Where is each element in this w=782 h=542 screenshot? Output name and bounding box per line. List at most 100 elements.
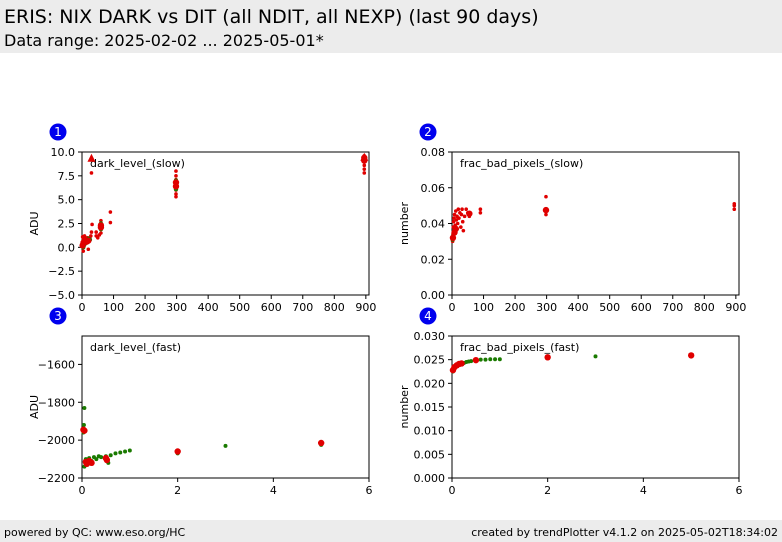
y-tick-label: 5.0	[58, 194, 76, 207]
data-point	[469, 359, 474, 364]
data-point	[362, 167, 367, 171]
data-point	[97, 222, 105, 229]
x-tick-label: 4	[270, 484, 277, 497]
data-point	[108, 453, 113, 458]
data-point	[493, 357, 498, 362]
data-point	[94, 457, 99, 462]
data-point	[81, 427, 88, 434]
page-title: ERIS: NIX DARK vs DIT (all NDIT, all NEX…	[4, 6, 539, 28]
data-point	[99, 455, 104, 460]
data-point	[89, 230, 94, 234]
y-tick-label: −5.0	[48, 289, 75, 302]
data-point	[362, 171, 367, 175]
data-point	[460, 207, 464, 211]
x-tick-label: 0	[79, 301, 86, 314]
data-point	[81, 249, 86, 253]
data-point	[451, 219, 456, 224]
badge-number: 4	[424, 309, 432, 323]
data-point	[544, 212, 548, 217]
data-point	[89, 171, 94, 175]
data-point	[454, 218, 459, 222]
x-tick-label: 600	[631, 301, 652, 314]
badge-number: 2	[424, 125, 432, 139]
data-point	[449, 234, 457, 241]
x-tick-label: 400	[568, 301, 589, 314]
data-series	[450, 194, 737, 244]
data-point	[103, 456, 111, 464]
y-tick-label: 2.5	[58, 218, 76, 231]
y-tick-label: 0.015	[414, 401, 446, 414]
data-point	[488, 357, 493, 362]
x-tick-label: 100	[473, 301, 494, 314]
report-header: ERIS: NIX DARK vs DIT (all NDIT, all NEX…	[0, 0, 782, 53]
data-point	[86, 247, 91, 252]
x-tick-label: 300	[536, 301, 557, 314]
x-tick-label: 700	[662, 301, 683, 314]
data-point	[317, 439, 325, 447]
x-tick-label: 500	[229, 301, 250, 314]
badge-number: 1	[54, 125, 62, 139]
axes-frame	[81, 151, 370, 296]
x-tick-label: 2	[544, 484, 551, 497]
data-range-subtitle: Data range: 2025-02-02 ... 2025-05-01*	[4, 31, 324, 50]
y-tick-label: 0.025	[414, 354, 446, 367]
x-tick-label: 600	[261, 301, 282, 314]
y-axis-label: number	[398, 385, 411, 428]
data-point	[544, 194, 548, 199]
data-point	[108, 210, 113, 214]
data-point	[82, 405, 87, 410]
y-tick-label: 0.02	[421, 253, 446, 266]
y-tick-label: 10.0	[51, 146, 76, 159]
data-point	[88, 459, 95, 467]
data-point	[94, 230, 98, 234]
plot-title: dark_level_(slow)	[90, 157, 185, 170]
data-point	[174, 169, 178, 173]
badge-circle	[419, 123, 437, 141]
panel-number-badge: 1	[49, 123, 67, 141]
data-point	[174, 174, 178, 178]
x-tick-label: 500	[599, 301, 620, 314]
x-tick-label: 200	[135, 301, 156, 314]
data-point	[459, 212, 464, 217]
x-tick-label: 2	[174, 484, 181, 497]
data-point	[478, 210, 483, 215]
data-point	[174, 195, 178, 199]
data-point	[497, 357, 502, 362]
plot-title: frac_bad_pixels_(fast)	[460, 341, 579, 354]
y-tick-label: 0.030	[414, 330, 446, 343]
data-point	[223, 443, 228, 448]
data-point	[462, 214, 467, 219]
report-footer: powered by QC: www.eso.org/HC created by…	[0, 520, 782, 542]
y-tick-label: −2.5	[48, 265, 75, 278]
data-point	[455, 221, 460, 226]
data-point	[95, 236, 100, 240]
data-point	[108, 220, 113, 225]
panel-number-badge: 2	[419, 123, 437, 141]
data-point	[457, 216, 461, 220]
footer-powered-by[interactable]: powered by QC: www.eso.org/HC	[4, 526, 186, 539]
x-tick-label: 4	[640, 484, 647, 497]
data-point	[458, 360, 465, 367]
x-tick-label: 400	[198, 301, 219, 314]
data-point	[464, 207, 468, 211]
data-series	[80, 426, 325, 467]
y-tick-label: 0.020	[414, 377, 446, 390]
data-point	[90, 222, 94, 227]
data-point	[113, 451, 118, 456]
y-axis-label: ADU	[28, 211, 41, 235]
y-tick-label: −1600	[38, 358, 75, 371]
data-point	[123, 449, 128, 454]
data-series	[80, 178, 179, 250]
y-tick-label: 7.5	[58, 170, 76, 183]
x-tick-label: 900	[725, 301, 746, 314]
outlier-marker	[360, 152, 369, 161]
data-point	[687, 352, 695, 359]
x-tick-label: 0	[449, 484, 456, 497]
x-tick-label: 6	[366, 484, 373, 497]
data-point	[85, 237, 92, 244]
data-point	[99, 231, 103, 235]
data-point	[461, 228, 466, 233]
data-point	[732, 202, 737, 206]
y-tick-label: 0.010	[414, 425, 446, 438]
